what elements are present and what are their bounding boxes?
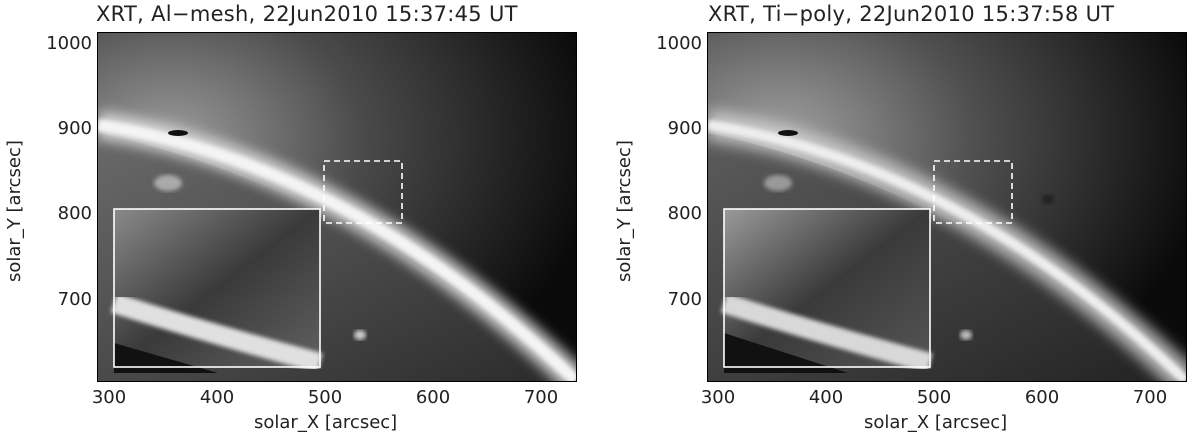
xtick-label: 500 [307, 387, 343, 408]
xtick-label: 300 [91, 387, 127, 408]
ytick-label: 800 [667, 203, 702, 224]
zoom-inset [720, 208, 933, 373]
x-axis-label: solar_X [arcsec] [864, 412, 1008, 433]
ytick-label: 1000 [656, 33, 702, 54]
xtick-label: 500 [916, 387, 952, 408]
xtick-label: 700 [1132, 387, 1168, 408]
panel-title: XRT, Ti−poly, 22Jun2010 15:37:58 UT [708, 2, 1115, 26]
zoom-inset [110, 208, 323, 373]
xtick-label: 400 [808, 387, 844, 408]
x-axis-label: solar_X [arcsec] [254, 412, 398, 433]
xtick-label: 700 [523, 387, 559, 408]
dark-feature [778, 130, 798, 136]
xrt-image-ti-poly [707, 32, 1187, 382]
xtick-label: 400 [199, 387, 235, 408]
panel-title: XRT, Al−mesh, 22Jun2010 15:37:45 UT [96, 2, 518, 26]
xrt-image-al-mesh [97, 32, 577, 382]
ytick-label: 700 [57, 289, 92, 310]
y-axis-label: solar_Y [arcsec] [614, 140, 635, 282]
xtick-label: 300 [700, 387, 736, 408]
panel-ti-poly: XRT, Ti−poly, 22Jun2010 15:37:58 UT [598, 0, 1196, 443]
y-axis-label: solar_Y [arcsec] [4, 140, 25, 282]
dark-feature [168, 130, 188, 136]
xtick-label: 600 [1024, 387, 1060, 408]
ytick-label: 900 [667, 118, 702, 139]
ytick-label: 900 [57, 118, 92, 139]
panel-al-mesh: XRT, Al−mesh, 22Jun2010 15:37:45 UT [4, 2, 577, 433]
ytick-label: 700 [667, 289, 702, 310]
ytick-label: 1000 [46, 33, 92, 54]
solar-limb-image [708, 33, 1186, 381]
solar-limb-image [98, 33, 576, 381]
xtick-label: 600 [415, 387, 451, 408]
ytick-label: 800 [57, 203, 92, 224]
